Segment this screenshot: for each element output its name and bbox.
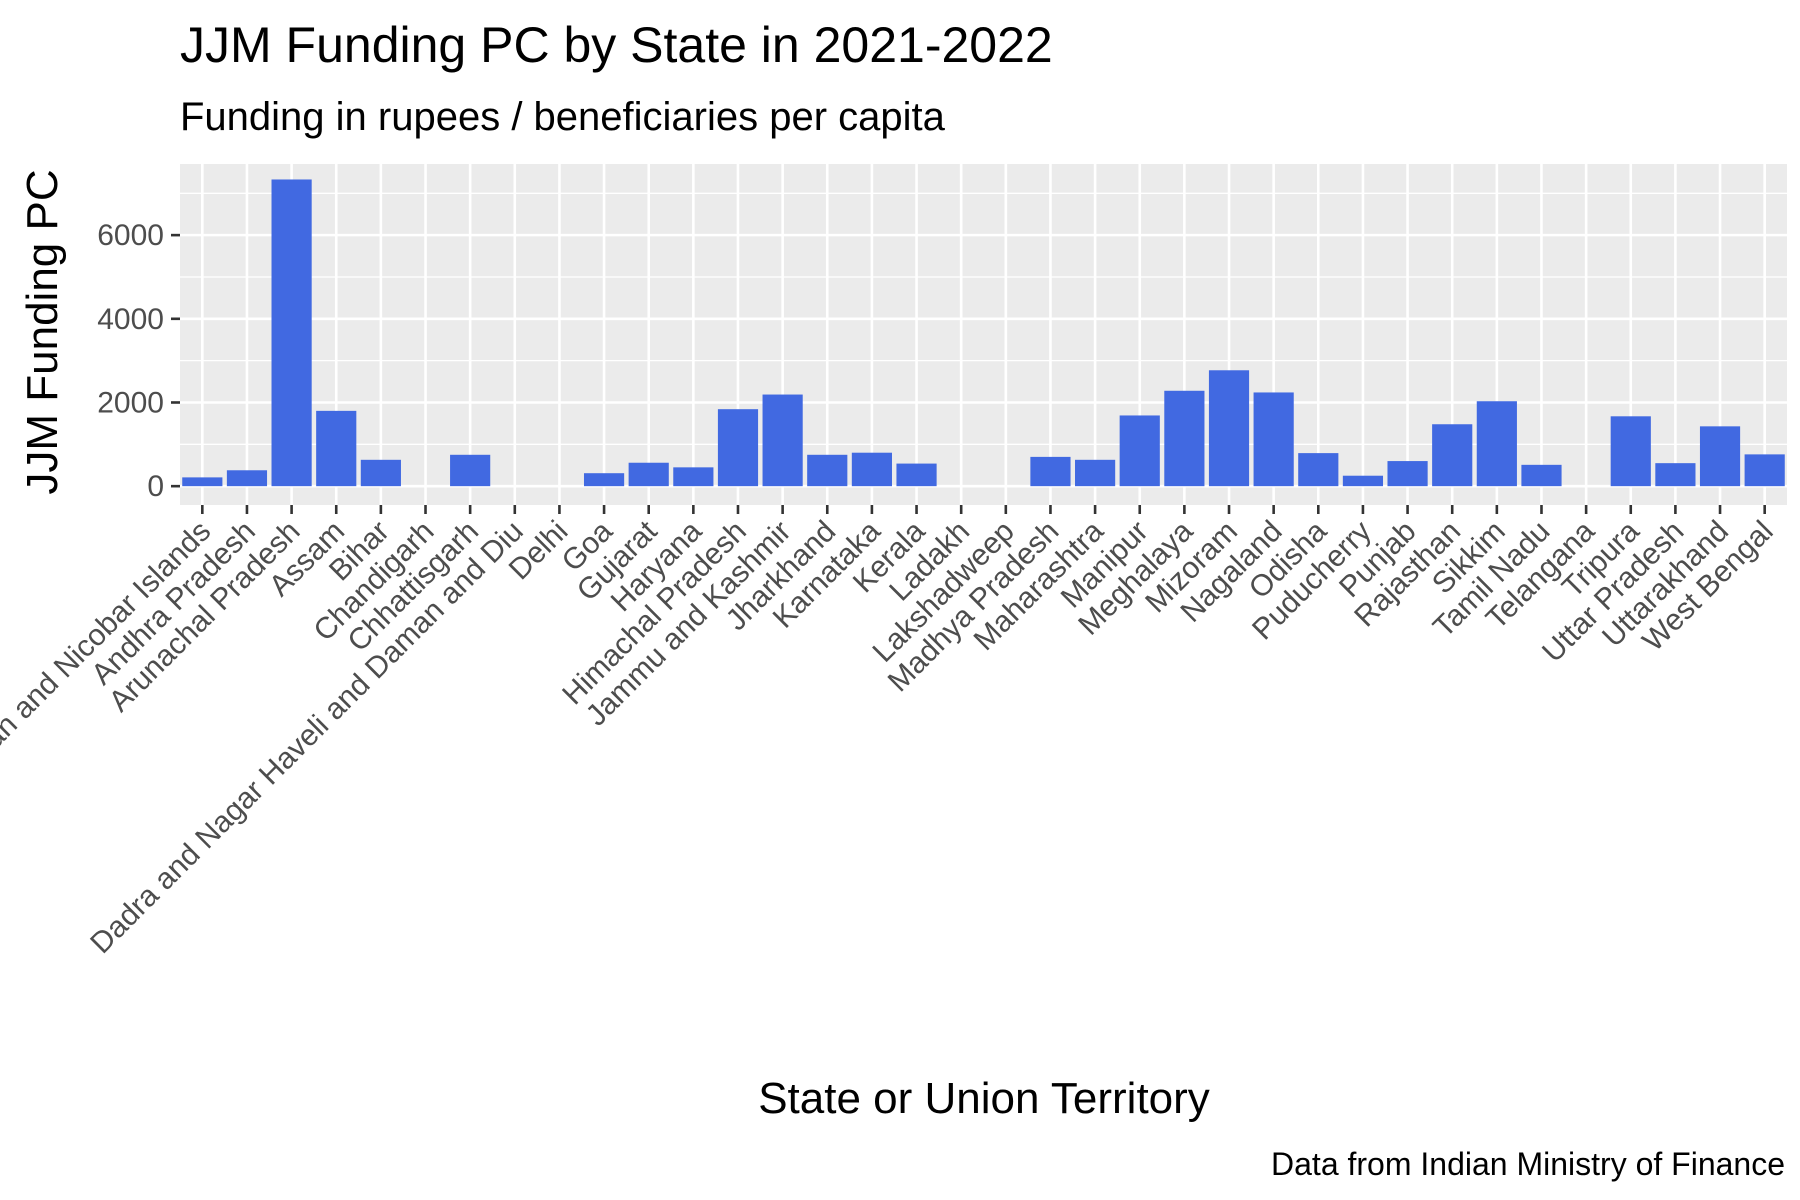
bar (271, 179, 312, 487)
chart-caption: Data from Indian Ministry of Finance (1271, 1146, 1785, 1182)
y-tick-label: 2000 (97, 386, 164, 419)
bar (1432, 424, 1473, 487)
bar (807, 454, 848, 487)
bar (450, 454, 491, 487)
bar (182, 477, 223, 487)
bar (673, 467, 714, 487)
bar (717, 409, 759, 487)
bar (226, 470, 268, 487)
chart-title: JJM Funding PC by State in 2021-2022 (180, 17, 1053, 73)
bar (583, 473, 625, 487)
bar (1699, 426, 1741, 487)
y-tick-label: 4000 (97, 303, 164, 336)
bar (1119, 415, 1160, 487)
bar (628, 462, 669, 487)
bar (1342, 475, 1384, 487)
bar (1521, 464, 1562, 487)
bar (1298, 453, 1339, 487)
x-axis-title: State or Union Territory (758, 1074, 1210, 1123)
bar (1744, 454, 1785, 487)
bar (1075, 459, 1116, 487)
bar (1030, 456, 1071, 487)
bar (1655, 463, 1696, 487)
y-tick-label: 6000 (97, 219, 164, 252)
bar (851, 452, 892, 487)
bar (762, 394, 803, 487)
bar (1387, 461, 1428, 487)
chart-subtitle: Funding in rupees / beneficiaries per ca… (180, 95, 946, 139)
plot-panel (180, 164, 1787, 505)
bar (896, 463, 937, 487)
y-axis-title: JJM Funding PC (18, 169, 67, 494)
bar (1208, 370, 1250, 487)
bar (1164, 390, 1205, 487)
bar (360, 459, 401, 487)
bar (1610, 416, 1651, 487)
y-tick-label: 0 (147, 470, 164, 503)
bar (1476, 401, 1517, 487)
bar (316, 410, 357, 487)
bar (1253, 392, 1294, 487)
